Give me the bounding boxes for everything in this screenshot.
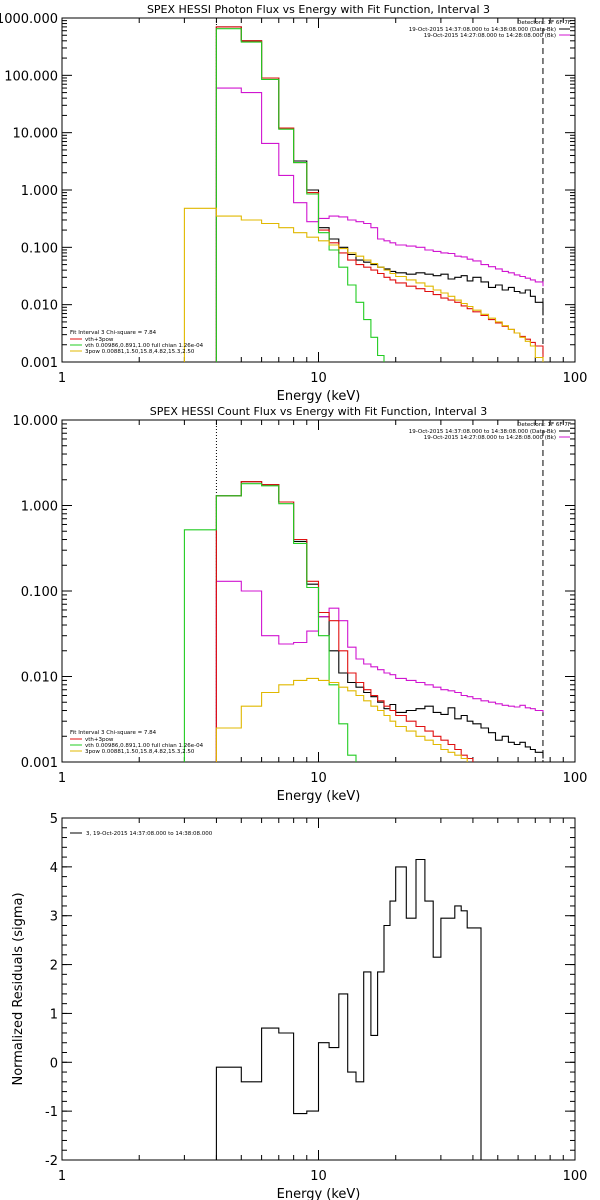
y-tick-label: 0.001 xyxy=(21,356,58,371)
x-tick-label: 10 xyxy=(310,1169,327,1184)
y-tick-label: 0.010 xyxy=(21,671,58,686)
fit-legend-text: vth+3pow xyxy=(85,337,114,343)
y-tick-label: 1 xyxy=(50,1007,58,1022)
y-axis: -2 -1 0 1 2 3 4 5 xyxy=(45,812,575,1169)
fit-legend-text: 3pow 0.00881,1.50,15.8,4.82,15.3,2.50 xyxy=(85,749,195,755)
plot-area xyxy=(183,18,544,362)
y-tick-label: 0 xyxy=(50,1056,58,1071)
series-histogram xyxy=(215,481,544,762)
y-axis: 0.001 0.010 0.100 1.000 10.000 100.000 1000.00… xyxy=(0,12,575,371)
x-tick-label: 10 xyxy=(310,371,327,386)
x-axis-label: Energy (keV) xyxy=(277,789,361,804)
series-histogram xyxy=(215,677,468,762)
x-tick-label: 100 xyxy=(563,1169,588,1184)
y-tick-label: 1.000 xyxy=(21,500,58,515)
chart-title: SPEX HESSI Photon Flux vs Energy with Fi… xyxy=(147,3,490,16)
y-tick-label: 5 xyxy=(50,812,58,827)
x-tick-label: 1 xyxy=(58,1169,66,1184)
fit-legend-text: vth 0.00986,0.891,1.00 full chian 1.26e-… xyxy=(85,343,204,349)
y-tick-label: 10.000 xyxy=(13,127,59,142)
x-axis: 1 10 100 xyxy=(58,420,588,786)
chart-title: SPEX HESSI Count Flux vs Energy with Fit… xyxy=(150,405,487,418)
series-histogram xyxy=(215,87,544,362)
x-tick-label: 100 xyxy=(563,771,588,786)
fit-header: Fit Interval 3 Chi-square = 7.84 xyxy=(70,730,157,736)
y-tick-label: 2 xyxy=(50,959,58,974)
x-tick-label: 100 xyxy=(563,371,588,386)
x-axis: 1 10 100 xyxy=(58,818,588,1184)
y-axis: 0.001 0.010 0.100 1.000 10.000 xyxy=(13,414,575,771)
plot-area xyxy=(183,420,544,762)
top-legend-text: 19-Oct-2015 14:27:08.000 to 14:28:08.000… xyxy=(424,33,556,39)
plot-area xyxy=(215,858,482,1160)
fit-legend-text: vth 0.00986,0.891,1.00 full chian 1.26e-… xyxy=(85,743,204,749)
series-histogram xyxy=(183,207,544,362)
series-histogram xyxy=(215,26,544,362)
y-tick-label: 0.001 xyxy=(21,756,58,771)
photon-flux-panel: SPEX HESSI Photon Flux vs Energy with Fi… xyxy=(0,3,587,404)
top-legend-text: 19-Oct-2015 14:37:08.000 to 14:38:08.000… xyxy=(409,27,556,33)
series-histogram xyxy=(215,580,544,762)
x-tick-label: 1 xyxy=(58,371,66,386)
y-tick-label: 0.010 xyxy=(21,299,58,314)
count-flux-panel: SPEX HESSI Count Flux vs Energy with Fit… xyxy=(13,405,588,804)
y-tick-label: 1000.000 xyxy=(0,12,58,27)
y-tick-label: 3 xyxy=(50,910,58,925)
x-axis: 1 10 100 xyxy=(58,18,588,386)
y-tick-label: 1.000 xyxy=(21,184,58,199)
y-tick-label: 0.100 xyxy=(21,241,58,256)
y-tick-label: 10.000 xyxy=(13,414,59,429)
series-histogram xyxy=(215,481,474,762)
fit-legend-text: 3pow 0.00881,1.50,15.8,4.82,15.3,2.50 xyxy=(85,349,195,355)
x-axis-label: Energy (keV) xyxy=(277,389,361,404)
series-histogram xyxy=(183,483,357,762)
y-tick-label: -2 xyxy=(45,1154,58,1169)
residuals-panel: 1 10 100 Energy (keV) -2 -1 0 1 2 3 4 5 Normalized R… xyxy=(11,812,587,1200)
y-axis-label: Normalized Residuals (sigma) xyxy=(11,892,26,1085)
fit-header: Fit Interval 3 Chi-square = 7.84 xyxy=(70,330,157,336)
legend-text: 3, 19-Oct-2015 14:37:08.000 to 14:38:08.… xyxy=(86,831,213,837)
x-axis-label: Energy (keV) xyxy=(277,1187,361,1200)
series-histogram xyxy=(215,26,544,362)
y-tick-label: -1 xyxy=(45,1105,58,1120)
y-tick-label: 0.100 xyxy=(21,585,58,600)
x-tick-label: 10 xyxy=(310,771,327,786)
y-tick-label: 100.000 xyxy=(4,69,58,84)
series-histogram xyxy=(215,858,482,1160)
top-legend-text: 19-Oct-2015 14:37:08.000 to 14:38:08.000… xyxy=(409,429,556,435)
x-tick-label: 1 xyxy=(58,771,66,786)
detectors-label: Detectors: 1F 6F 7F xyxy=(517,422,571,428)
series-histogram xyxy=(215,28,385,362)
fit-legend-text: vth+3pow xyxy=(85,737,114,743)
top-legend-text: 19-Oct-2015 14:27:08.000 to 14:28:08.000… xyxy=(424,435,556,441)
detectors-label: Detectors: 1F 6F 7F xyxy=(517,20,571,26)
y-tick-label: 4 xyxy=(50,861,58,876)
